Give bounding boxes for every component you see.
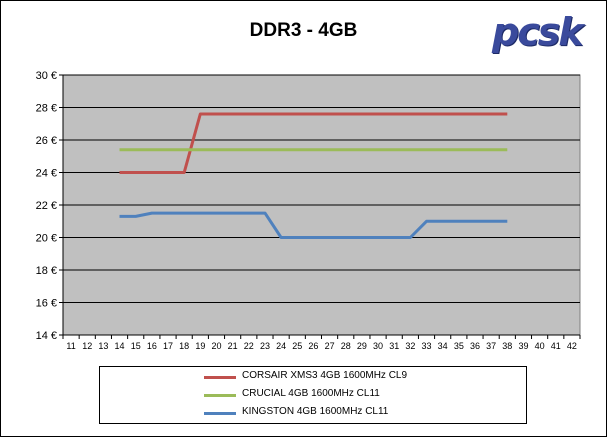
x-tick-label: 17 [163,341,173,351]
x-tick-label: 40 [535,341,545,351]
logo-text: pcsk [492,10,584,54]
y-tick-label: 14 € [36,330,57,342]
chart-legend: CORSAIR XMS3 4GB 1600MHz CL9 CRUCIAL 4GB… [99,366,527,424]
x-tick-label: 41 [551,341,561,351]
y-tick-label: 22 € [36,200,57,212]
y-tick-label: 26 € [36,135,57,147]
x-tick-label: 16 [147,341,157,351]
y-tick-label: 28 € [36,103,57,115]
legend-swatch-kingston [204,412,236,415]
x-tick-label: 36 [470,341,480,351]
x-tick-label: 34 [438,341,448,351]
x-tick-label: 27 [325,341,335,351]
x-tick-label: 37 [486,341,496,351]
chart-title: DDR3 - 4GB [249,20,358,41]
legend-label-corsair: CORSAIR XMS3 4GB 1600MHz CL9 [242,370,408,381]
x-tick-label: 39 [518,341,528,351]
x-tick-label: 31 [389,341,399,351]
x-tick-label: 24 [276,341,286,351]
x-tick-label: 19 [195,341,205,351]
pcsk-logo: pcsk [488,10,598,56]
x-tick-label: 30 [373,341,383,351]
x-tick-label: 38 [502,341,512,351]
legend-label-crucial: CRUCIAL 4GB 1600MHz CL11 [242,388,380,399]
legend-swatch-corsair [204,376,236,379]
x-tick-label: 20 [211,341,221,351]
x-tick-label: 28 [341,341,351,351]
y-tick-label: 18 € [36,265,57,277]
x-tick-label: 14 [115,341,125,351]
x-tick-label: 12 [82,341,92,351]
x-tick-label: 29 [357,341,367,351]
x-tick-label: 26 [308,341,318,351]
x-tick-label: 35 [454,341,464,351]
x-tick-label: 21 [228,341,238,351]
y-tick-label: 24 € [36,168,57,180]
x-tick-label: 11 [66,341,75,351]
x-tick-label: 25 [292,341,302,351]
x-tick-label: 22 [244,341,254,351]
y-tick-label: 16 € [36,298,57,310]
y-tick-label: 30 € [36,70,57,82]
legend-label-kingston: KINGSTON 4GB 1600MHz CL11 [242,406,389,417]
x-tick-label: 33 [422,341,432,351]
x-tick-label: 18 [179,341,189,351]
legend-swatch-crucial [204,394,236,397]
y-tick-label: 20 € [36,233,57,245]
x-tick-label: 32 [405,341,415,351]
x-tick-label: 15 [131,341,141,351]
series-line-2 [119,211,508,239]
x-tick-label: 42 [567,341,577,351]
x-tick-label: 13 [98,341,108,351]
x-tick-label: 23 [260,341,270,351]
series-line-0 [119,112,508,174]
